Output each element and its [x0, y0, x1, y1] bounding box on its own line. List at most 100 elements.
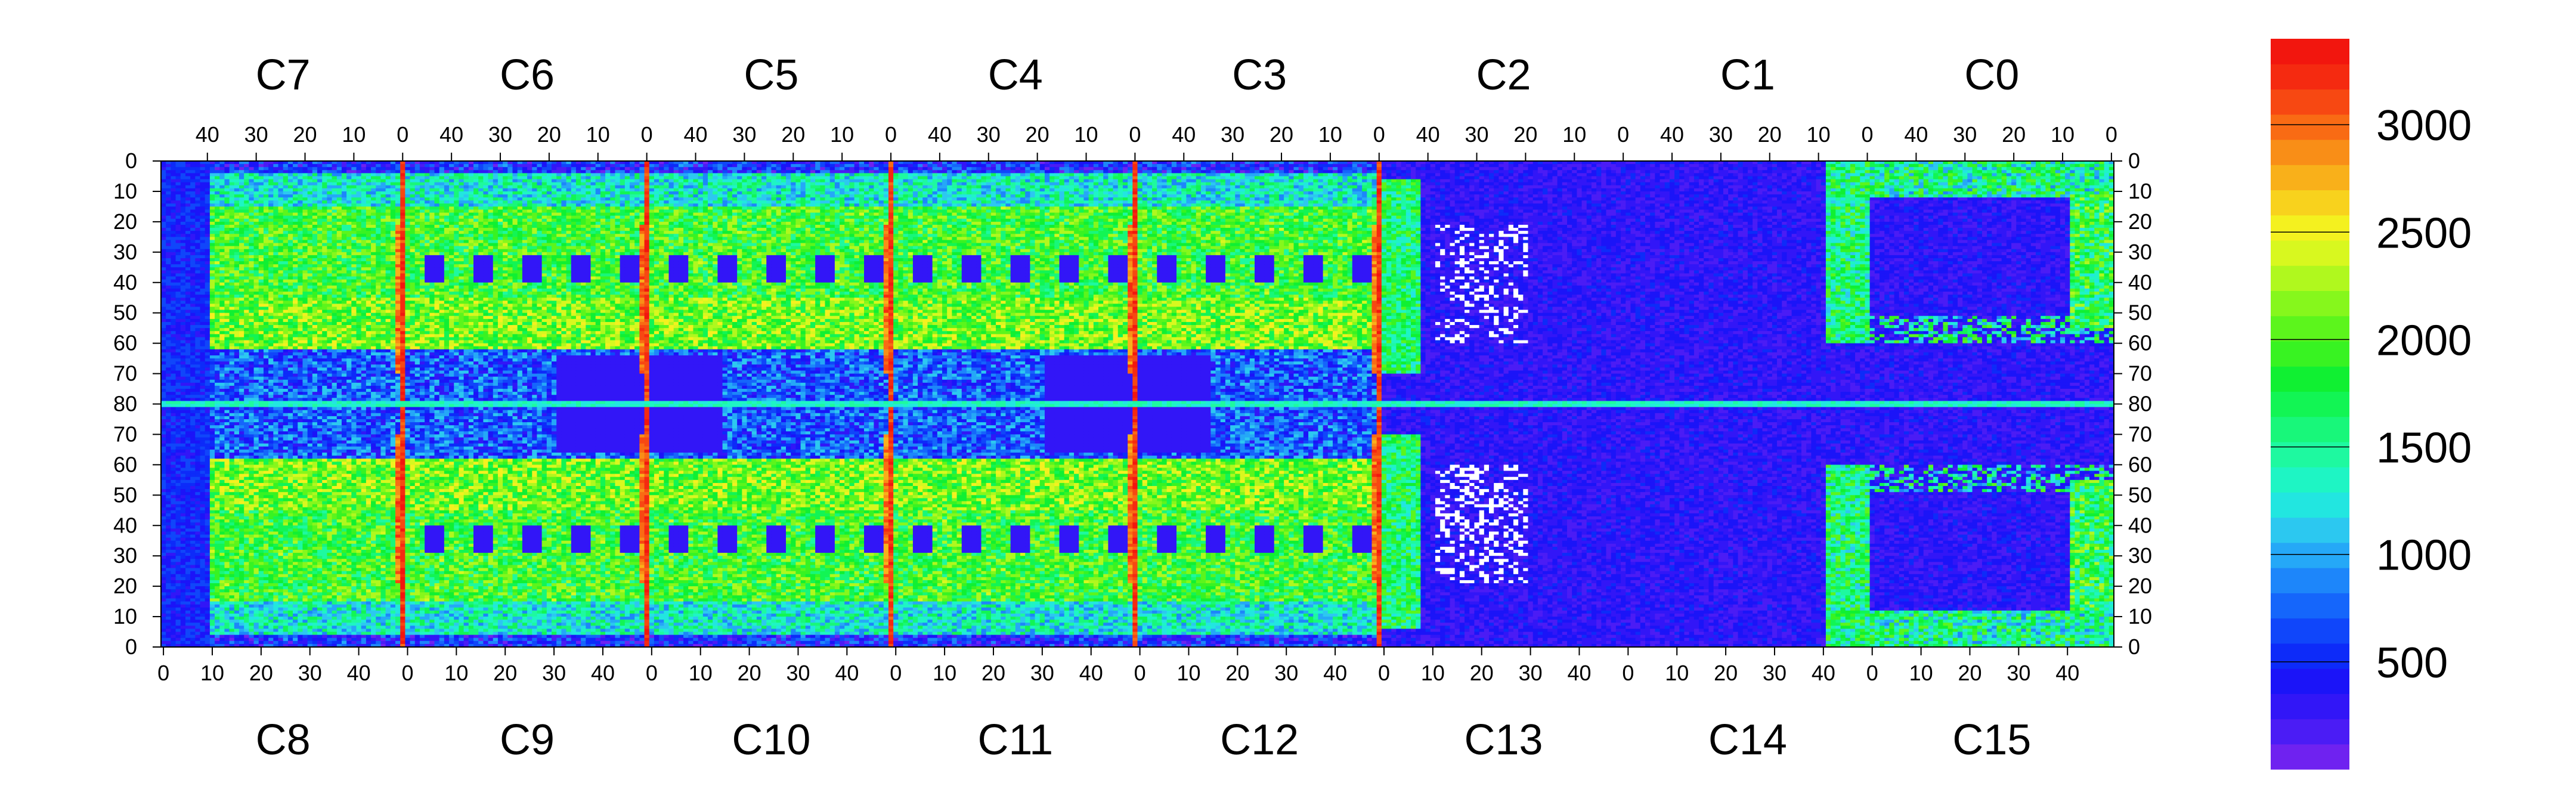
heatmap-cell [1333, 167, 1338, 171]
heatmap-cell [654, 176, 660, 179]
heatmap-cell [1763, 176, 1768, 179]
heatmap-cell [683, 167, 689, 171]
heatmap-cell [439, 176, 445, 179]
heatmap-cell [942, 179, 948, 183]
heatmap-cell [552, 164, 557, 168]
heatmap-cell [1230, 182, 1236, 186]
heatmap-cell [874, 176, 879, 179]
heatmap-cell [1270, 164, 1275, 168]
heatmap-cell [713, 176, 718, 179]
heatmap-cell [1162, 167, 1167, 171]
heatmap-cell [717, 170, 723, 174]
heatmap-cell [2011, 167, 2017, 171]
heatmap-cell [1919, 173, 1924, 177]
heatmap-cell [1484, 179, 1490, 183]
heatmap-cell [810, 173, 816, 177]
heatmap-cell [1152, 164, 1157, 168]
heatmap-cell [1011, 170, 1016, 174]
heatmap-cell [820, 176, 825, 179]
heatmap-cell [1279, 170, 1284, 174]
heatmap-cell [1831, 167, 1836, 171]
heatmap-cell [1465, 176, 1470, 179]
heatmap-cell [1494, 164, 1499, 168]
heatmap-cell [405, 182, 410, 186]
heatmap-cell [625, 173, 630, 177]
heatmap-cell [2007, 164, 2012, 168]
heatmap-cell [810, 167, 816, 171]
heatmap-cell [1938, 176, 1943, 179]
heatmap-cell [717, 176, 723, 179]
heatmap-cell [1914, 170, 1919, 174]
heatmap-cell [922, 176, 928, 179]
heatmap-cell [986, 167, 992, 171]
heatmap-cell [1636, 167, 1641, 171]
heatmap-cell [395, 170, 401, 174]
heatmap-cell [1835, 173, 1841, 177]
heatmap-cell [2070, 179, 2075, 183]
heatmap-cell [630, 167, 635, 171]
heatmap-cell [1767, 170, 1773, 174]
heatmap-cell [249, 164, 254, 168]
heatmap-cell [1894, 170, 1900, 174]
heatmap-cell [679, 167, 684, 171]
heatmap-cell [439, 170, 445, 174]
heatmap-cell [1465, 164, 1470, 168]
heatmap-cell [547, 182, 552, 186]
heatmap-cell [957, 176, 962, 179]
heatmap-cell [1196, 173, 1202, 177]
heatmap-cell [1020, 182, 1026, 186]
heatmap-cell [1176, 164, 1182, 168]
heatmap-cell [1538, 176, 1543, 179]
heatmap-cell [1479, 167, 1485, 171]
heatmap-cell [1797, 179, 1802, 183]
heatmap-cell [161, 182, 166, 186]
heatmap-cell [2085, 176, 2090, 179]
heatmap-cell [2051, 179, 2056, 183]
heatmap-cell [727, 164, 733, 168]
heatmap-cell [913, 179, 918, 183]
heatmap-cell [737, 164, 742, 168]
heatmap-cell [1708, 173, 1714, 177]
heatmap-cell [357, 173, 362, 177]
heatmap-cell [1748, 170, 1753, 174]
heatmap-cell [488, 170, 494, 174]
heatmap-cell [1577, 164, 1582, 168]
heatmap-cell [322, 164, 327, 168]
heatmap-cell [1221, 167, 1226, 171]
heatmap-cell [1079, 164, 1084, 168]
heatmap-cell [1645, 179, 1651, 183]
heatmap-cell [268, 179, 274, 183]
heatmap-cell [1079, 182, 1084, 186]
heatmap-cell [1045, 176, 1050, 179]
heatmap-cell [1069, 176, 1075, 179]
heatmap-cell [708, 182, 713, 186]
heatmap-cell [1962, 167, 1968, 171]
heatmap-cell [1040, 179, 1045, 183]
heatmap-cell [1128, 170, 1133, 174]
heatmap-cell [1005, 179, 1011, 183]
heatmap-cell [639, 176, 645, 179]
heatmap-cell [1850, 164, 1856, 168]
heatmap-cell [1304, 164, 1309, 168]
heatmap-cell [1904, 164, 1909, 168]
heatmap-cell [1513, 176, 1519, 179]
heatmap-cell [380, 179, 386, 183]
heatmap-cell [1186, 167, 1191, 171]
heatmap-cell [649, 179, 655, 183]
heatmap-cell [2085, 173, 2090, 177]
heatmap-cell [1928, 179, 1934, 183]
heatmap-cell [425, 167, 430, 171]
heatmap-cell [1870, 164, 1875, 168]
heatmap-cell [737, 182, 742, 186]
heatmap-cell [459, 179, 464, 183]
heatmap-cell [1191, 173, 1197, 177]
heatmap-cell [1445, 179, 1450, 183]
heatmap-cell [698, 170, 704, 174]
heatmap-cell [459, 170, 464, 174]
heatmap-cell [185, 173, 191, 177]
heatmap-cell [1630, 170, 1636, 174]
heatmap-cell [1679, 176, 1685, 179]
heatmap-cell [1967, 179, 1973, 183]
heatmap-cell [786, 170, 791, 174]
heatmap-cell [1792, 179, 1797, 183]
